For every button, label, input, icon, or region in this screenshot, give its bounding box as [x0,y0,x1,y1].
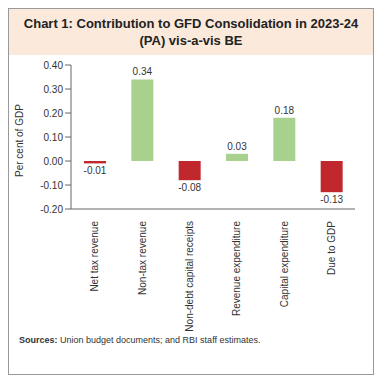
svg-text:0.34: 0.34 [133,66,153,77]
svg-text:0.20: 0.20 [44,108,64,119]
svg-text:-0.01: -0.01 [84,165,107,176]
svg-text:Non-debt capital receipts: Non-debt capital receipts [184,221,195,331]
svg-text:-0.10: -0.10 [40,180,63,191]
svg-text:Capital expenditure: Capital expenditure [279,221,290,308]
html-text:Chart 1: Contribution to GFD C: Chart 1: Contribution to GFD Consolidati… [23,16,359,48]
svg-text:0.18: 0.18 [275,105,295,116]
svg-text:Due to GDP: Due to GDP [326,221,337,275]
svg-text:Per cent of GDP: Per cent of GDP [14,104,25,177]
svg-text:Revenue expenditure: Revenue expenditure [231,221,242,317]
svg-text:0.30: 0.30 [44,84,64,95]
html-text:Sources: Union budget document: Sources: Union budget documents; and RBI… [19,335,261,345]
svg-text:Non-tax revenue: Non-tax revenue [137,221,148,295]
svg-text:0.03: 0.03 [227,141,247,152]
svg-text:-0.13: -0.13 [320,194,343,205]
svg-text:0.10: 0.10 [44,132,64,143]
svg-text:0.00: 0.00 [44,156,64,167]
svg-text:-0.08: -0.08 [178,182,201,193]
svg-text:0.40: 0.40 [44,60,64,71]
svg-text:-0.20: -0.20 [40,204,63,215]
svg-text:Net tax revenue: Net tax revenue [89,221,100,292]
